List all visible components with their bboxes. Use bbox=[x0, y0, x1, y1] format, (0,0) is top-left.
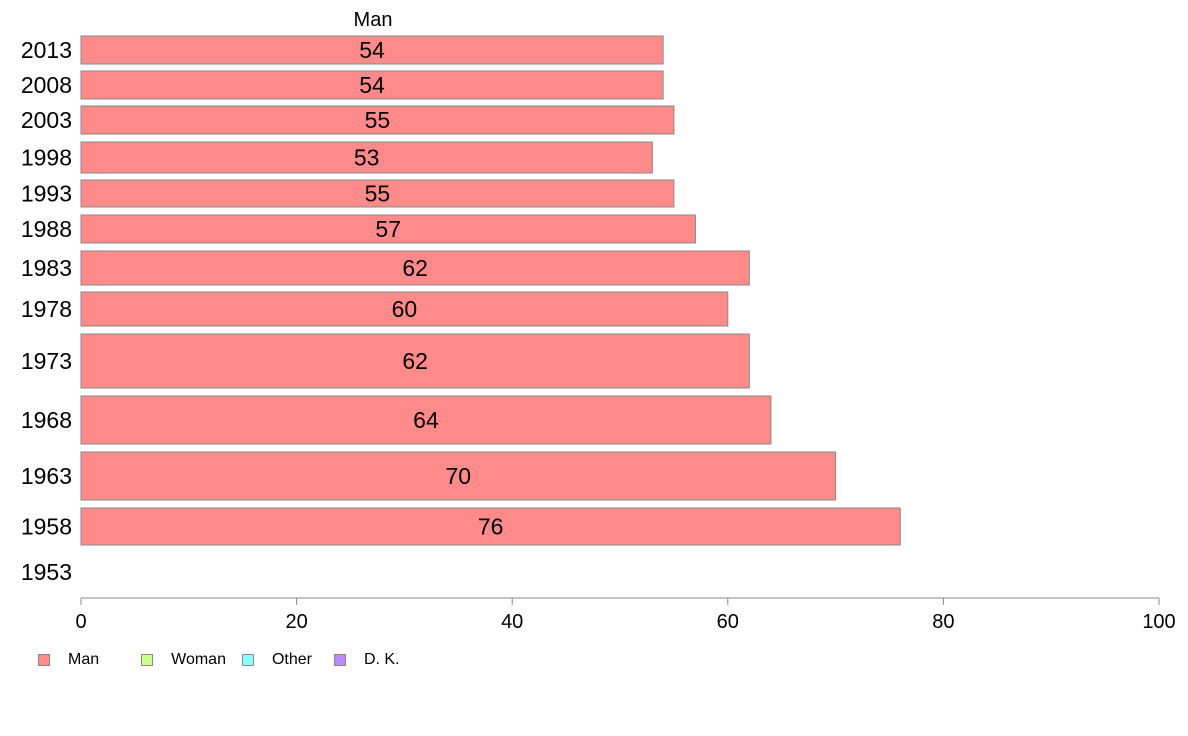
bar bbox=[80, 70, 664, 100]
chart-title: Man bbox=[354, 9, 393, 31]
data-label: 70 bbox=[446, 463, 472, 489]
bar bbox=[80, 395, 772, 445]
legend-item: Other bbox=[241, 650, 312, 670]
x-tick-label: 0 bbox=[75, 611, 86, 633]
x-tick-label: 100 bbox=[1142, 611, 1175, 633]
y-tick-label: 1968 bbox=[21, 407, 72, 433]
data-label: 55 bbox=[365, 107, 391, 133]
data-label: 60 bbox=[392, 296, 418, 322]
bar bbox=[80, 250, 750, 286]
y-tick-label: 1963 bbox=[21, 463, 72, 489]
x-tick-label: 60 bbox=[717, 611, 739, 633]
data-label: 64 bbox=[413, 407, 439, 433]
y-tick-label: 2008 bbox=[21, 72, 72, 98]
data-label: 53 bbox=[354, 145, 380, 171]
x-tick-label: 80 bbox=[932, 611, 954, 633]
bar bbox=[80, 35, 664, 65]
y-tick-label: 1958 bbox=[21, 514, 72, 540]
bar bbox=[80, 179, 675, 208]
data-label: 62 bbox=[402, 255, 428, 281]
y-tick-label: 1988 bbox=[21, 216, 72, 242]
legend-item: D. K. bbox=[333, 650, 400, 670]
data-label: 76 bbox=[478, 514, 504, 540]
y-tick-label: 1993 bbox=[21, 181, 72, 207]
data-label: 54 bbox=[359, 37, 385, 63]
bar bbox=[80, 333, 750, 389]
x-tick-label: 40 bbox=[501, 611, 523, 633]
legend-swatch bbox=[141, 654, 154, 666]
bar bbox=[80, 105, 675, 135]
legend-item: Man bbox=[38, 650, 99, 670]
bar bbox=[80, 507, 901, 546]
legend-swatch bbox=[333, 654, 346, 666]
x-tick-label: 20 bbox=[285, 611, 307, 633]
chart-legend: Man Woman Other D. K. bbox=[38, 650, 400, 670]
y-tick-label: 1978 bbox=[21, 296, 72, 322]
bar bbox=[80, 291, 729, 327]
legend-item: Woman bbox=[141, 650, 226, 670]
bar bbox=[80, 141, 653, 174]
legend-label: Other bbox=[271, 651, 312, 668]
legend-swatch bbox=[38, 654, 50, 666]
data-label: 57 bbox=[375, 216, 401, 242]
legend-swatch bbox=[241, 654, 254, 666]
data-label: 62 bbox=[402, 348, 428, 374]
bar bbox=[80, 214, 696, 244]
legend-label: Woman bbox=[171, 651, 226, 668]
y-tick-label: 1983 bbox=[21, 255, 72, 281]
legend-label: Man bbox=[68, 651, 100, 668]
y-tick-label: 1973 bbox=[21, 348, 72, 374]
y-tick-label: 1953 bbox=[21, 559, 72, 585]
data-label: 54 bbox=[359, 72, 385, 98]
bar bbox=[80, 451, 837, 501]
y-tick-label: 2013 bbox=[21, 37, 72, 63]
legend-label: D. K. bbox=[363, 651, 400, 668]
data-label: 55 bbox=[365, 181, 391, 207]
y-tick-label: 2003 bbox=[21, 107, 72, 133]
y-tick-label: 1998 bbox=[21, 145, 72, 171]
